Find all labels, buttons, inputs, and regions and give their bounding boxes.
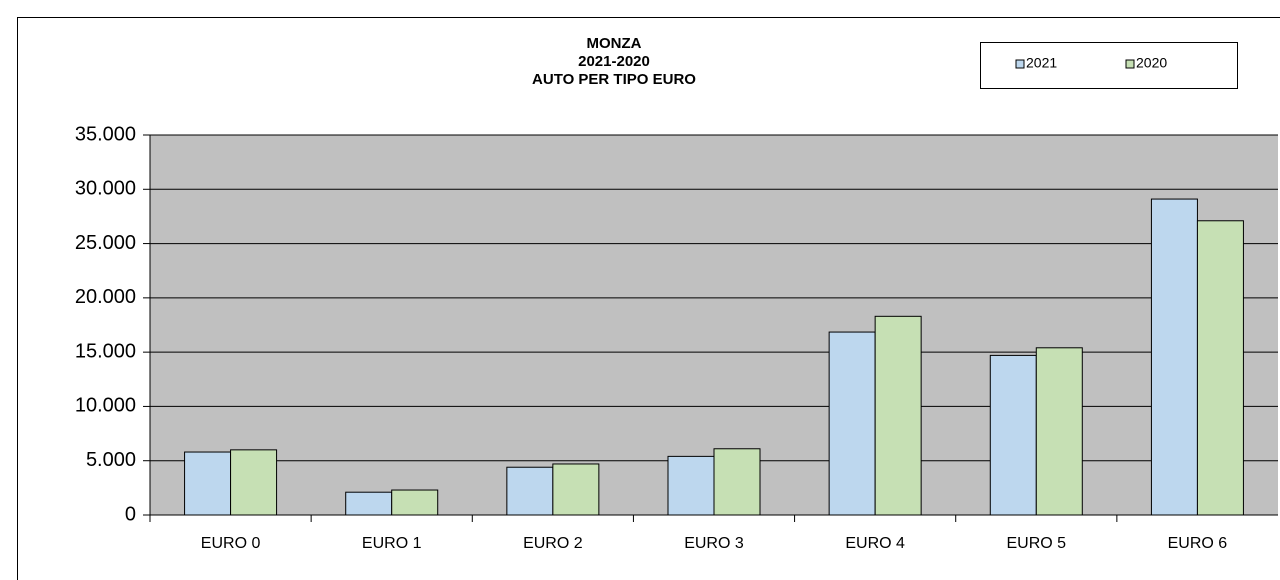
y-tick-label: 25.000 bbox=[75, 232, 136, 254]
y-tick-label: 30.000 bbox=[75, 178, 136, 200]
y-tick-label: 20.000 bbox=[75, 286, 136, 308]
bar bbox=[552, 463, 600, 516]
bar bbox=[506, 466, 554, 516]
bar bbox=[345, 491, 393, 516]
bar bbox=[713, 448, 761, 516]
y-tick-label: 35.000 bbox=[75, 123, 136, 145]
chart-title: 2021-2020 bbox=[578, 53, 650, 70]
bar bbox=[828, 331, 876, 516]
legend-label: 2021 bbox=[1026, 55, 1057, 71]
chart-title: AUTO PER TIPO EURO bbox=[532, 71, 696, 88]
bar bbox=[230, 449, 278, 516]
y-tick-label: 5.000 bbox=[86, 449, 136, 471]
x-tick-label: EURO 6 bbox=[1168, 535, 1228, 552]
y-tick-label: 15.000 bbox=[75, 340, 136, 362]
x-tick-label: EURO 5 bbox=[1006, 535, 1066, 552]
legend-label: 2020 bbox=[1136, 55, 1167, 71]
bar bbox=[874, 315, 922, 516]
x-tick-label: EURO 1 bbox=[362, 535, 422, 552]
bar bbox=[667, 455, 715, 516]
bar bbox=[989, 354, 1037, 516]
bar bbox=[1150, 198, 1198, 516]
legend-swatch bbox=[1125, 59, 1135, 69]
y-tick-label: 10.000 bbox=[75, 395, 136, 417]
chart-title: MONZA bbox=[587, 35, 642, 52]
bar bbox=[1035, 347, 1083, 516]
bar bbox=[391, 489, 439, 516]
x-tick-label: EURO 4 bbox=[845, 535, 905, 552]
x-tick-label: EURO 2 bbox=[523, 535, 583, 552]
y-tick-label: 0 bbox=[125, 503, 136, 525]
legend-swatch bbox=[1015, 59, 1025, 69]
x-tick-label: EURO 0 bbox=[201, 535, 261, 552]
x-tick-label: EURO 3 bbox=[684, 535, 744, 552]
bar bbox=[184, 451, 232, 516]
bar bbox=[1196, 220, 1244, 516]
